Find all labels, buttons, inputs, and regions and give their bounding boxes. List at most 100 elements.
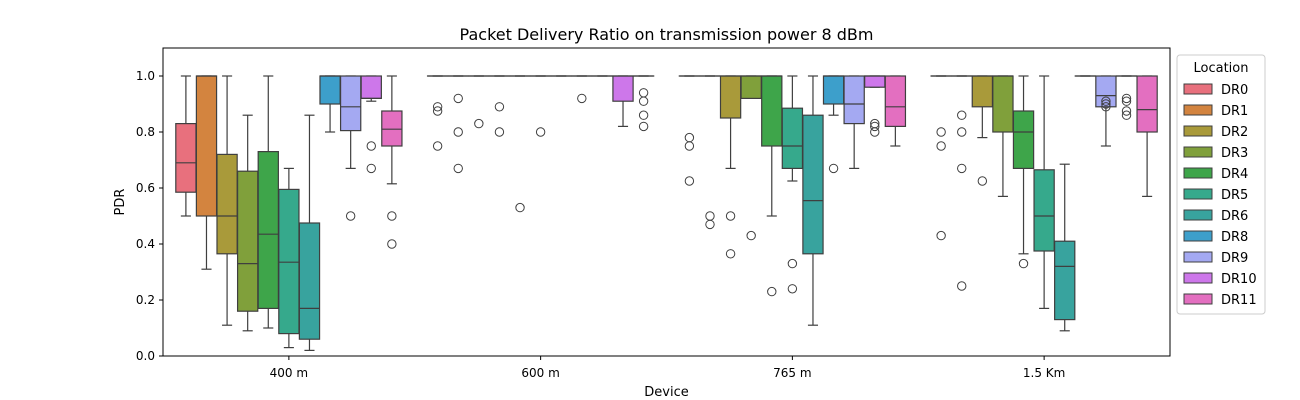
outlier-point [494,102,505,112]
legend: Location DR0 DR1 DR2 DR3 DR4 DR5 DR6 DR8 DR9 DR10 D… [1176,54,1266,315]
box-body [319,75,341,105]
box-dr11 [884,75,907,147]
box-body [175,122,197,193]
box-dr9 [339,75,362,221]
box-dr0 [426,75,449,151]
box-dr6 [802,75,824,326]
box-body [339,75,362,132]
outlier-point [787,284,798,294]
outlier-point [828,163,839,174]
y-tick-label: 0.4 [136,237,155,251]
outlier-point [957,163,967,174]
box-dr4 [761,75,783,297]
outlier-point [366,141,376,151]
outlier-point [705,219,715,230]
outlier-point [746,230,756,241]
outlier-point [1101,102,1111,112]
box-body [992,75,1014,133]
box-dr5 [529,75,552,137]
box-dr6 [1054,163,1076,332]
chart-title: Packet Delivery Ratio on transmission po… [460,25,874,44]
legend-swatch [1183,104,1213,116]
legend-frame [1176,54,1266,315]
box-dr1 [195,75,218,270]
outlier-point [1121,96,1132,106]
box-body [278,188,300,335]
box-body [802,114,824,255]
legend-swatch [1183,83,1213,95]
outlier-point [345,211,356,221]
y-tick-label: 0.6 [136,181,155,195]
legend-swatch [1183,188,1213,200]
outlier-point [725,211,736,221]
outlier-point [1101,96,1111,106]
box-body [236,170,259,312]
legend-entry-label: DR11 [1221,293,1257,308]
box-dr9 [1095,75,1117,147]
box-dr8 [822,75,845,174]
legend-entry-label: DR6 [1221,209,1248,224]
legend-entry-label: DR5 [1221,188,1248,203]
box-dr10 [612,75,634,128]
box-dr4 [509,75,531,213]
box-dr4 [1012,75,1035,269]
outlier-point [684,141,695,151]
box-body [843,75,865,125]
box-dr10 [1115,75,1138,120]
outlier-point [870,121,880,132]
outlier-point [453,93,463,104]
box-dr1 [699,75,721,230]
box-dr1 [447,75,469,174]
outlier-point [638,96,649,106]
box-body [195,75,218,217]
outlier-point [767,286,777,297]
outlier-point [957,127,967,137]
box-body [1012,110,1035,170]
box-dr0 [930,75,952,241]
box-body [1095,75,1117,108]
outlier-point [787,258,798,269]
outlier-point [432,102,443,112]
legend-swatch [1183,272,1213,284]
legend-entry-label: DR10 [1221,272,1257,287]
box-body [719,75,742,119]
box-body [612,75,634,102]
legend-swatch [1183,125,1213,137]
box-dr4 [257,75,279,329]
box-dr2 [468,75,490,129]
y-tick-label: 0.0 [136,349,155,363]
box-dr3 [992,75,1014,197]
outlier-point [936,141,946,151]
outlier-point [684,132,695,143]
box-dr2 [719,75,742,259]
box-body [884,75,907,128]
box-dr3 [740,75,762,241]
box-dr3 [488,75,511,137]
box-dr11 [632,75,655,132]
outlier-point [957,110,967,120]
outlier-point [474,118,484,129]
x-tick-label: 600 m [521,366,559,380]
box-dr3 [236,114,259,332]
box-dr0 [175,75,197,217]
legend-swatch [1183,209,1213,221]
outlier-point [705,211,715,221]
box-body [864,75,886,88]
box-dr2 [971,75,994,186]
box-body [971,75,994,108]
box-dr2 [216,75,238,326]
outlier-point [453,127,463,137]
legend-entry-label: DR4 [1221,167,1248,182]
box-dr5 [278,167,300,349]
outlier-point [494,127,505,137]
legend-swatch [1183,167,1213,179]
outlier-point [387,211,397,221]
outlier-point [870,118,880,129]
box-body [1136,75,1158,133]
box-body [381,110,403,147]
box-body [1033,169,1055,252]
outlier-point [638,110,649,120]
plot-frame [162,47,1171,357]
legend-entry-label: DR3 [1221,146,1248,161]
